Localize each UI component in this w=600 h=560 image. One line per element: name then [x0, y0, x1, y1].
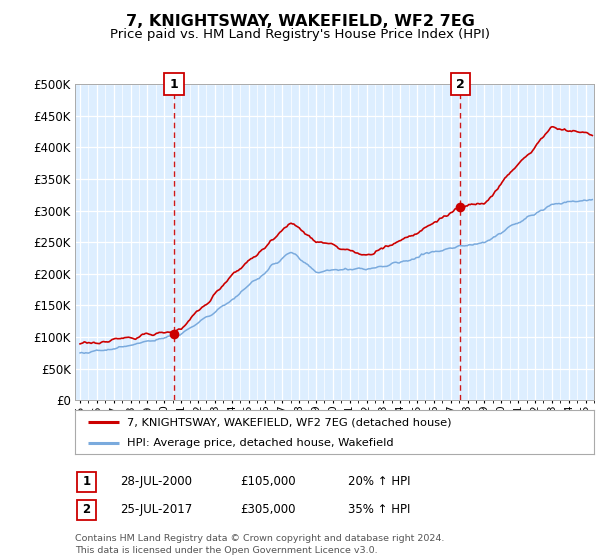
- Text: Price paid vs. HM Land Registry's House Price Index (HPI): Price paid vs. HM Land Registry's House …: [110, 28, 490, 41]
- Text: 1: 1: [170, 77, 178, 91]
- Text: 7, KNIGHTSWAY, WAKEFIELD, WF2 7EG: 7, KNIGHTSWAY, WAKEFIELD, WF2 7EG: [125, 14, 475, 29]
- Text: 7, KNIGHTSWAY, WAKEFIELD, WF2 7EG (detached house): 7, KNIGHTSWAY, WAKEFIELD, WF2 7EG (detac…: [127, 417, 451, 427]
- Text: 20% ↑ HPI: 20% ↑ HPI: [348, 475, 410, 488]
- Text: 25-JUL-2017: 25-JUL-2017: [120, 503, 192, 516]
- Text: 35% ↑ HPI: 35% ↑ HPI: [348, 503, 410, 516]
- Text: £105,000: £105,000: [240, 475, 296, 488]
- Text: 1: 1: [82, 475, 91, 488]
- Text: 2: 2: [82, 503, 91, 516]
- Text: 28-JUL-2000: 28-JUL-2000: [120, 475, 192, 488]
- Text: 2: 2: [456, 77, 465, 91]
- Text: HPI: Average price, detached house, Wakefield: HPI: Average price, detached house, Wake…: [127, 438, 394, 447]
- Text: £305,000: £305,000: [240, 503, 296, 516]
- Text: Contains HM Land Registry data © Crown copyright and database right 2024.
This d: Contains HM Land Registry data © Crown c…: [75, 534, 445, 555]
